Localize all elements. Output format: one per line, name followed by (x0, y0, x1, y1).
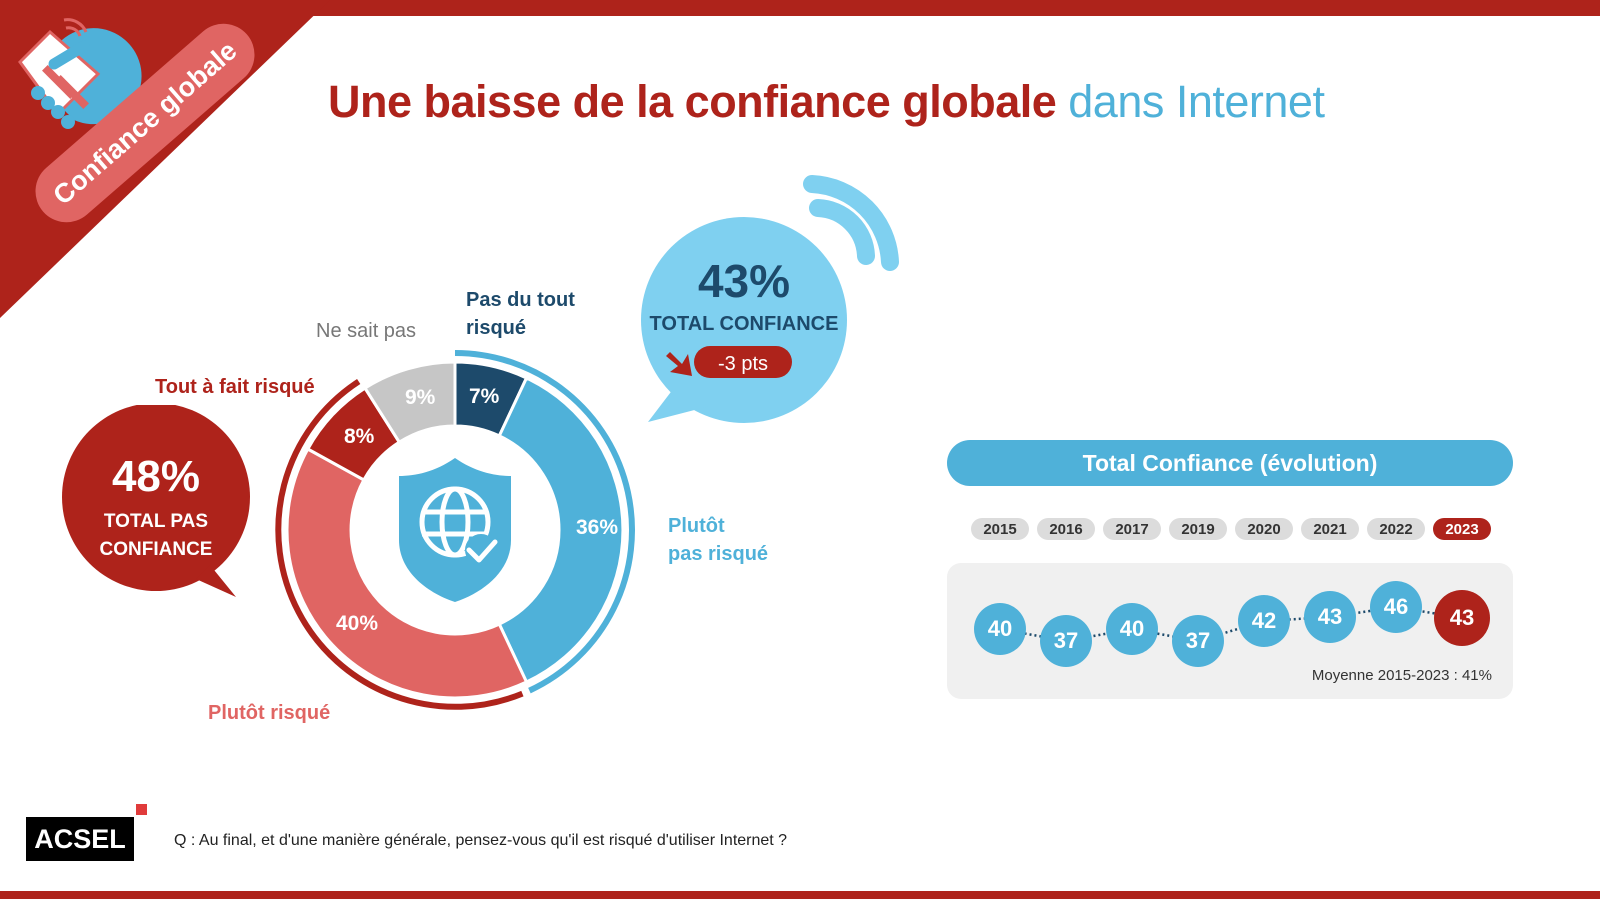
year-pill-current: 2023 (1433, 518, 1491, 540)
total-pas-confiance-bubble (62, 405, 250, 597)
trend-point: 40 (974, 603, 1026, 655)
year-pill: 2020 (1235, 518, 1293, 540)
handshake-icon (18, 18, 142, 129)
acsel-logo: ACSEL (26, 817, 134, 861)
shield-globe-check-icon (399, 458, 511, 602)
value-pas-du-tout-risque: 7% (469, 385, 500, 408)
corner-triangle (0, 0, 330, 318)
trend-title: Total Confiance (évolution) (947, 440, 1513, 486)
segment-plutot-risque (285, 446, 529, 700)
trend-point: 37 (1172, 615, 1224, 667)
top-bar (0, 0, 1600, 16)
trend-point: 40 (1106, 603, 1158, 655)
year-pill: 2017 (1103, 518, 1161, 540)
donut-chart (275, 350, 635, 710)
trend-point: 46 (1370, 581, 1422, 633)
year-pill: 2019 (1169, 518, 1227, 540)
trend-point: 43 (1304, 591, 1356, 643)
label-pas-du-tout-risque: Pas du tout risqué (466, 289, 575, 339)
survey-question: Q : Au final, et d'une manière générale,… (174, 832, 788, 849)
arrow-down-right-icon (666, 352, 692, 376)
value-tout-a-fait-risque: 8% (344, 425, 375, 448)
year-pill: 2015 (971, 518, 1029, 540)
label-plutot-risque: Plutôt risqué (208, 702, 331, 724)
year-pill: 2016 (1037, 518, 1095, 540)
total-pas-confiance-value: 48% (111, 452, 201, 501)
label-ne-sait-pas: Ne sait pas (316, 320, 417, 342)
total-pas-confiance-label: TOTAL PAS CONFIANCE (99, 511, 213, 560)
title-main: Une baisse de la confiance globale (328, 76, 1057, 127)
outer-arc-pas-confiance (275, 378, 524, 710)
page-title: Une baisse de la confiance globale dans … (328, 76, 1325, 128)
total-confiance-change: -3 pts (717, 353, 769, 375)
total-confiance-value: 43% (697, 255, 791, 307)
trend-point-current: 43 (1434, 590, 1490, 646)
trend-point: 37 (1040, 615, 1092, 667)
value-plutot-pas-risque: 36% (576, 516, 619, 539)
value-ne-sait-pas: 9% (405, 386, 436, 409)
trend-average: Moyenne 2015-2023 : 41% (1311, 667, 1492, 684)
logo-mark (136, 804, 147, 815)
section-corner: Confiance globale (0, 0, 340, 330)
value-plutot-risque: 40% (336, 612, 379, 635)
total-confiance-label: TOTAL CONFIANCE (649, 313, 839, 335)
total-confiance-bubble (641, 175, 899, 423)
wifi-signal-icon (803, 175, 899, 271)
year-pill: 2021 (1301, 518, 1359, 540)
segment-ne-sait-pas (362, 360, 457, 445)
trend-point: 42 (1238, 595, 1290, 647)
outer-arc-confiance (454, 350, 635, 694)
label-plutot-pas-risque: Plutôt pas risqué (668, 515, 769, 565)
label-tout-a-fait-risque: Tout à fait risqué (155, 376, 315, 398)
segment-plutot-pas-risque (497, 376, 625, 684)
title-accent: dans Internet (1068, 76, 1325, 127)
year-pill: 2022 (1367, 518, 1425, 540)
change-badge (694, 346, 792, 378)
bottom-bar (0, 891, 1600, 899)
